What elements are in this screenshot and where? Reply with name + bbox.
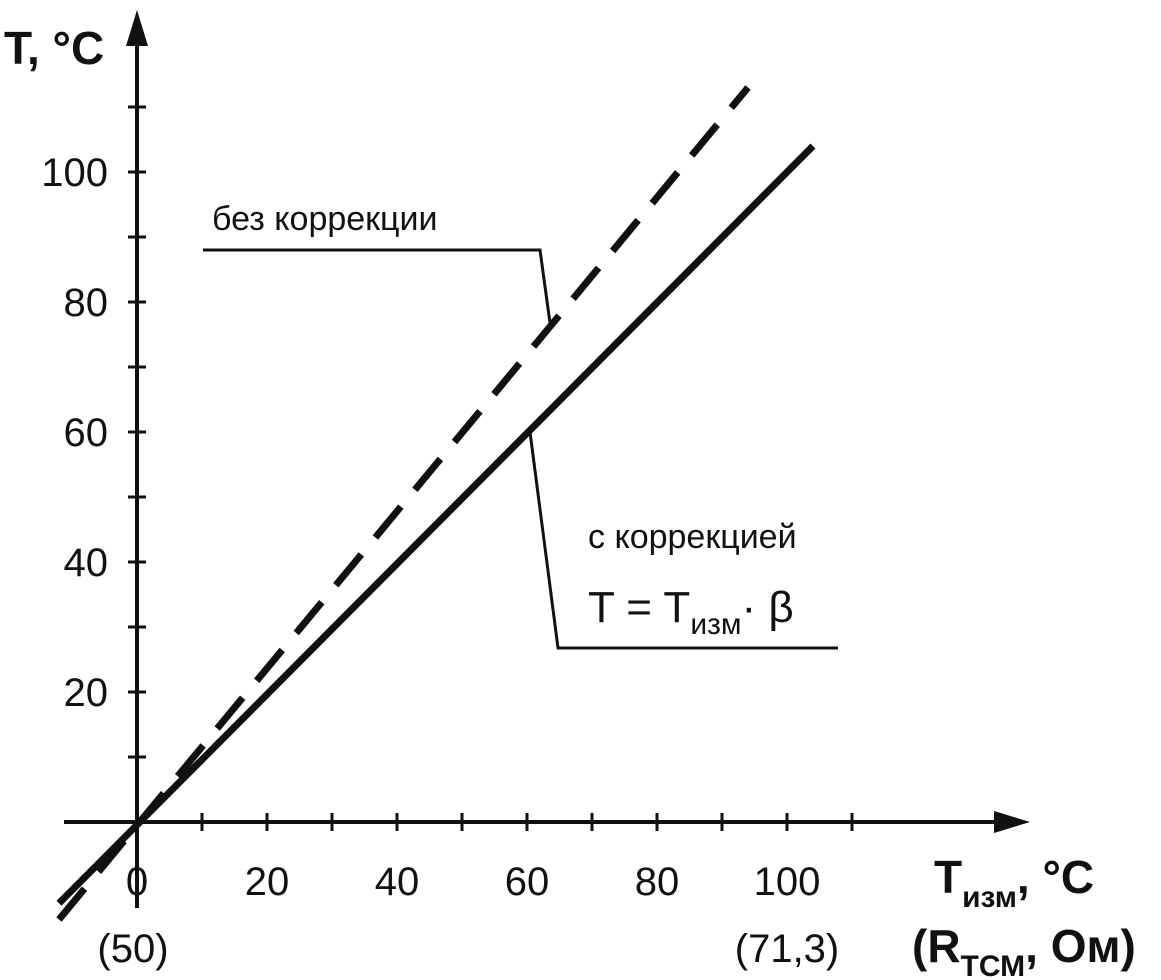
x-axis-alt-title-close: , Ом): [1025, 920, 1136, 972]
x-tick-label: 40: [375, 860, 420, 904]
y-tick-label: 80: [64, 281, 109, 325]
x-tick-label: 0: [126, 860, 148, 904]
y-axis-arrow: [126, 10, 148, 46]
x-tick-label: 20: [245, 860, 290, 904]
x-ticks: 0 20 40 60 80 100 (50) (71,3): [97, 813, 854, 971]
series-line-without-correction: [56, 85, 751, 922]
y-tick-label: 100: [41, 151, 108, 195]
formula-lhs: T = T: [588, 583, 690, 632]
x-tick-label: 80: [635, 860, 680, 904]
annotation-with-correction: с коррекцией: [588, 518, 797, 556]
formula-sub: изм: [690, 608, 741, 641]
y-axis-title: T, °C: [4, 22, 104, 74]
x-axis-alt-title-sub: ТСМ: [961, 950, 1026, 980]
x-axis-title: Tизм, °C: [934, 851, 1094, 914]
x-alt-tick-label: (71,3): [735, 927, 840, 971]
y-tick-label: 40: [64, 541, 109, 585]
x-axis-title-sub: изм: [962, 881, 1017, 914]
x-alt-tick-label: (50): [97, 927, 168, 971]
annotation-without-correction: без коррекции: [212, 200, 438, 238]
leader-lines: [203, 248, 838, 650]
series-layer: [56, 85, 816, 922]
formula-rhs: · β: [741, 583, 793, 632]
x-axis-alt-title-open: (R: [912, 920, 961, 972]
x-axis-alt-title: (RТСМ, Ом): [912, 920, 1136, 980]
axes: [64, 10, 1030, 908]
x-axis-title-unit: , °C: [1017, 851, 1094, 903]
x-tick-label: 60: [505, 860, 550, 904]
y-tick-label: 60: [64, 411, 109, 455]
x-axis-arrow: [994, 811, 1030, 833]
correction-formula: T = Tизм· β: [588, 583, 794, 641]
leader-line-without-correction: [203, 248, 552, 324]
y-tick-label: 20: [64, 671, 109, 715]
y-ticks: 20 40 60 80 100: [41, 105, 146, 759]
x-axis-title-main: T: [934, 851, 962, 903]
leader-line-with-correction: [528, 431, 838, 650]
series-line-with-correction: [56, 143, 816, 906]
x-tick-label: 100: [754, 860, 821, 904]
